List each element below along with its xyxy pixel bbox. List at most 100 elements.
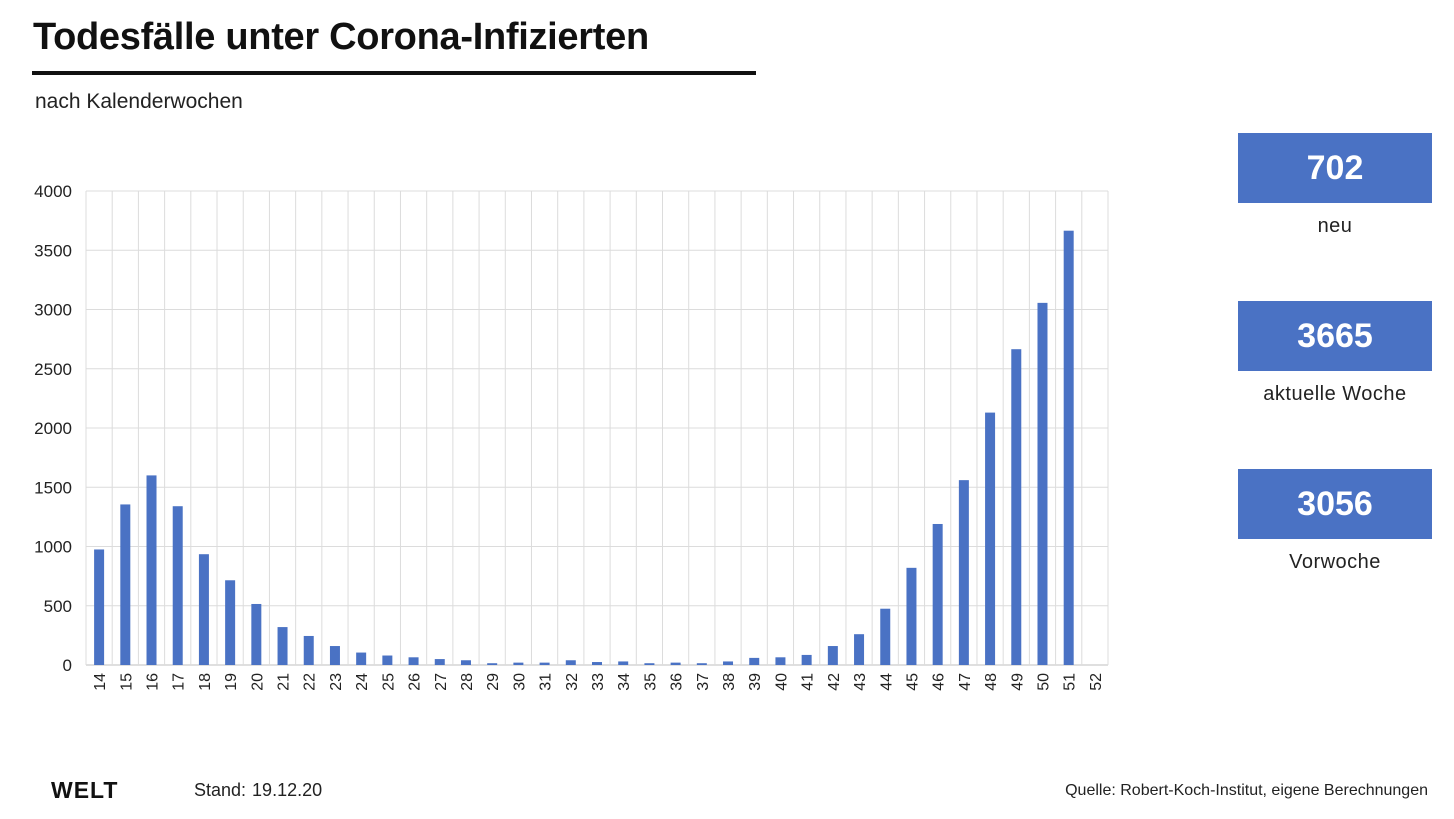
bar-week-48 — [985, 412, 996, 665]
x-tick-label: 22 — [302, 673, 319, 691]
bar-week-24 — [356, 652, 367, 665]
kpi-previous-week-label: Vorwoche — [1289, 551, 1381, 573]
kpi-new-value: 702 — [1238, 133, 1432, 203]
bar-week-32 — [565, 660, 576, 665]
bar-week-23 — [329, 646, 340, 665]
x-tick-label: 29 — [485, 673, 502, 691]
chart-title: Todesfälle unter Corona-Infizierten — [33, 16, 649, 58]
bar-week-41 — [801, 654, 812, 665]
x-tick-label: 31 — [538, 673, 555, 691]
bar-week-44 — [880, 608, 891, 665]
x-tick-label: 17 — [171, 673, 188, 691]
bar-week-46 — [932, 523, 943, 665]
bar-week-16 — [146, 475, 157, 665]
y-tick-label: 2000 — [34, 419, 72, 438]
bar-week-33 — [592, 662, 602, 665]
stand-date: Stand: 19.12.20 — [194, 780, 322, 801]
x-tick-label: 35 — [642, 673, 659, 691]
x-tick-label: 24 — [354, 673, 371, 691]
x-tick-label: 40 — [773, 673, 790, 691]
bar-week-25 — [382, 655, 393, 665]
kpi-current-week-label: aktuelle Woche — [1263, 383, 1407, 405]
kpi-current-week-value: 3665 — [1238, 301, 1432, 371]
y-tick-label: 4000 — [34, 182, 72, 201]
kpi-new: 702 neu — [1238, 133, 1432, 238]
bar-chart: 0 500 1000 1500 2000 2500 3000 3500 4000 14 15 16 17… — [34, 182, 1109, 691]
x-tick-label: 47 — [957, 673, 974, 691]
bar-week-18 — [198, 554, 209, 665]
kpi-previous-week: 3056 Vorwoche — [1238, 469, 1432, 574]
x-tick-label: 44 — [878, 673, 895, 691]
x-tick-label: 28 — [459, 673, 476, 691]
title-underline — [32, 71, 756, 75]
bar-week-21 — [277, 627, 288, 665]
x-tick-label: 32 — [564, 673, 581, 691]
bar-week-17 — [172, 506, 183, 665]
x-tick-label: 27 — [433, 673, 450, 691]
x-tick-label: 42 — [826, 673, 843, 691]
bar-week-34 — [618, 661, 629, 665]
x-tick-label: 21 — [276, 673, 293, 691]
bar-week-47 — [958, 480, 969, 665]
bar-week-14 — [94, 549, 105, 665]
x-tick-label: 33 — [590, 673, 607, 691]
x-tick-label: 43 — [852, 673, 869, 691]
bar-week-29 — [487, 663, 498, 665]
x-tick-label: 19 — [223, 673, 240, 691]
y-tick-label: 1500 — [34, 478, 72, 497]
y-tick-label: 500 — [44, 597, 72, 616]
x-tick-label: 34 — [616, 673, 633, 691]
stand-value: 19.12.20 — [252, 780, 323, 800]
x-tick-label: 23 — [328, 673, 345, 691]
x-tick-label: 48 — [983, 673, 1000, 691]
welt-logo: WELT — [51, 777, 119, 803]
chart-subtitle: nach Kalenderwochen — [35, 90, 243, 113]
y-tick-label: 2500 — [34, 360, 72, 379]
bar-week-27 — [434, 659, 445, 665]
bar-week-22 — [303, 635, 314, 665]
x-tick-label: 38 — [721, 673, 738, 691]
x-tick-label: 25 — [380, 673, 397, 691]
x-tick-label: 46 — [931, 673, 948, 691]
x-tick-label: 39 — [747, 673, 764, 691]
x-tick-label: 20 — [249, 673, 266, 691]
x-tick-label: 37 — [695, 673, 712, 691]
x-tick-label: 50 — [1035, 673, 1052, 691]
x-tick-label: 49 — [1009, 673, 1026, 691]
x-tick-label: 41 — [800, 673, 817, 691]
bar-week-37 — [696, 663, 707, 665]
bar-week-28 — [460, 660, 471, 665]
y-tick-label: 0 — [63, 656, 72, 675]
bar-week-39 — [749, 657, 760, 665]
bar-week-26 — [408, 657, 419, 665]
y-tick-label: 3000 — [34, 301, 72, 320]
bar-week-42 — [827, 646, 838, 665]
bar-week-49 — [1011, 349, 1022, 665]
x-tick-label: 52 — [1088, 673, 1105, 691]
bar-week-35 — [644, 663, 655, 665]
x-tick-label: 16 — [145, 673, 162, 691]
bar-week-30 — [513, 662, 524, 665]
source-note: Quelle: Robert-Koch-Institut, eigene Ber… — [1065, 782, 1428, 799]
x-tick-label: 14 — [92, 673, 109, 691]
bar-week-20 — [251, 603, 262, 665]
bar-week-36 — [670, 662, 681, 665]
kpi-current-week: 3665 aktuelle Woche — [1238, 301, 1432, 406]
kpi-new-label: neu — [1317, 215, 1353, 237]
bar-week-45 — [906, 567, 917, 665]
x-tick-label: 18 — [197, 673, 214, 691]
x-tick-label: 26 — [407, 673, 424, 691]
x-tick-label: 30 — [511, 673, 528, 691]
stand-label: Stand: — [194, 780, 247, 800]
x-tick-label: 45 — [904, 673, 921, 691]
bar-week-51 — [1063, 230, 1074, 665]
bar-week-40 — [775, 657, 786, 665]
bar-week-31 — [539, 662, 550, 665]
bar-week-38 — [723, 661, 734, 665]
bar-week-15 — [120, 504, 131, 665]
bar-week-19 — [225, 580, 236, 665]
y-tick-label: 3500 — [34, 241, 72, 260]
bar-week-43 — [854, 634, 865, 665]
y-tick-label: 1000 — [34, 538, 72, 557]
x-tick-label: 36 — [669, 673, 686, 691]
